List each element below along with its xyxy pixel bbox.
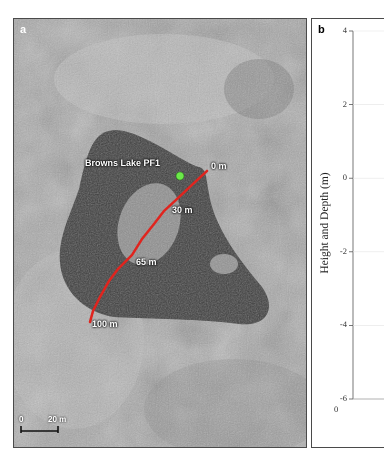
y-ticks <box>349 30 384 400</box>
y-tick-label: 0 <box>342 172 347 183</box>
y-tick-label: -6 <box>339 393 347 403</box>
plot-area <box>349 30 384 400</box>
panel-letter: b <box>318 24 325 36</box>
scale-start-label: 0 <box>19 415 24 424</box>
y-tick-label: 2 <box>342 98 347 109</box>
panel-b-profile-plot: b Height and Depth (m) 4 2 0 -2 -4 -6 0 <box>311 18 384 448</box>
distance-label-30m: 30 m <box>172 205 193 215</box>
site-marker <box>175 171 185 181</box>
y-tick-label: 4 <box>342 25 347 35</box>
scale-end-label: 20 m <box>48 415 67 424</box>
distance-label-100m: 100 m <box>92 319 118 329</box>
transect-line <box>88 169 209 324</box>
distance-label-0m: 0 m <box>211 161 227 171</box>
x-tick-label-0: 0 <box>334 404 339 414</box>
site-label: Browns Lake PF1 <box>85 158 161 168</box>
distance-label-65m: 65 m <box>136 257 157 267</box>
y-tick-label: -2 <box>339 245 347 256</box>
panel-letter: a <box>20 24 27 36</box>
y-tick-label: -4 <box>339 319 347 330</box>
panel-a-aerial-image: a Browns Lake PF1 0 m 30 m 65 m 100 m 0 … <box>13 18 307 448</box>
aerial-image-graphic <box>14 19 306 447</box>
